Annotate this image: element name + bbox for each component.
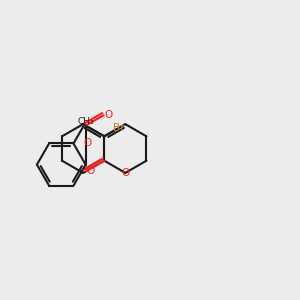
Text: Br: Br (112, 123, 124, 133)
Text: O: O (86, 167, 94, 176)
Text: O: O (104, 110, 112, 120)
Text: O: O (121, 168, 130, 178)
Text: O: O (83, 138, 91, 148)
Text: CH₃: CH₃ (78, 117, 94, 126)
